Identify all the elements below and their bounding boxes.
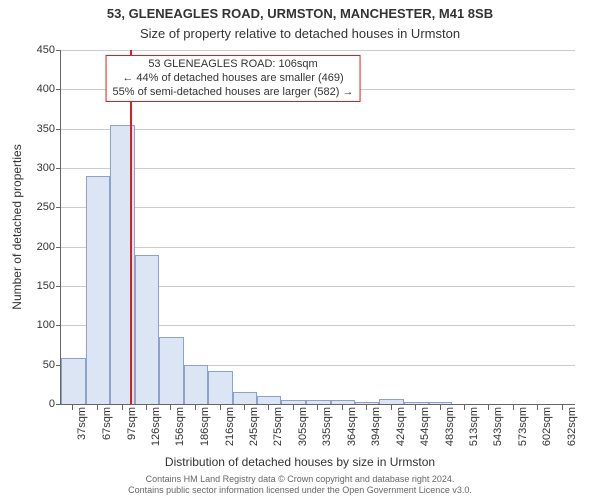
x-tick-label: 97sqm (126, 407, 138, 452)
histogram-bar (306, 400, 331, 404)
histogram-plot-area (60, 50, 575, 405)
x-tick-label: 305sqm (297, 407, 309, 452)
x-tick-mark (122, 405, 123, 410)
x-tick-mark (513, 405, 514, 410)
histogram-bar (331, 400, 355, 404)
histogram-bar (208, 371, 233, 404)
x-tick-mark (342, 405, 343, 410)
histogram-bar (379, 399, 404, 404)
histogram-bar (159, 337, 184, 404)
gridline (61, 168, 575, 169)
histogram-bar (257, 396, 282, 404)
gridline (61, 207, 575, 208)
histogram-bar (281, 400, 306, 404)
attribution-footer: Contains HM Land Registry data © Crown c… (0, 474, 600, 496)
y-tick-label: 0 (15, 398, 55, 410)
y-tick-label: 150 (15, 280, 55, 292)
y-tick-label: 100 (15, 319, 55, 331)
x-tick-label: 186sqm (199, 407, 211, 452)
gridline (61, 129, 575, 130)
x-tick-mark (488, 405, 489, 410)
x-tick-mark (72, 405, 73, 410)
x-tick-mark (220, 405, 221, 410)
callout-line-2: ← 44% of detached houses are smaller (46… (113, 72, 354, 86)
x-tick-label: 156sqm (174, 407, 186, 452)
x-tick-mark (97, 405, 98, 410)
page-title-subtitle: Size of property relative to detached ho… (0, 26, 600, 41)
x-tick-label: 364sqm (346, 407, 358, 452)
x-tick-mark (244, 405, 245, 410)
x-tick-label: 394sqm (370, 407, 382, 452)
x-tick-label: 602sqm (541, 407, 553, 452)
gridline (61, 247, 575, 248)
histogram-bar (355, 402, 380, 404)
x-tick-label: 632sqm (566, 407, 578, 452)
x-tick-mark (415, 405, 416, 410)
x-tick-label: 126sqm (150, 407, 162, 452)
x-tick-label: 245sqm (248, 407, 260, 452)
x-tick-label: 454sqm (419, 407, 431, 452)
x-tick-label: 573sqm (517, 407, 529, 452)
callout-box: 53 GLENEAGLES ROAD: 106sqm ← 44% of deta… (106, 55, 361, 102)
x-tick-label: 37sqm (76, 407, 88, 452)
x-tick-mark (464, 405, 465, 410)
x-tick-label: 216sqm (224, 407, 236, 452)
histogram-bar (135, 255, 159, 404)
x-tick-label: 543sqm (492, 407, 504, 452)
y-tick-label: 450 (15, 44, 55, 56)
page-title-address: 53, GLENEAGLES ROAD, URMSTON, MANCHESTER… (0, 6, 600, 21)
x-tick-mark (440, 405, 441, 410)
x-tick-mark (562, 405, 563, 410)
footer-line-1: Contains HM Land Registry data © Crown c… (0, 474, 600, 485)
y-tick-label: 350 (15, 123, 55, 135)
y-tick-label: 200 (15, 241, 55, 253)
x-tick-mark (537, 405, 538, 410)
x-tick-label: 513sqm (468, 407, 480, 452)
x-tick-mark (293, 405, 294, 410)
x-tick-label: 275sqm (272, 407, 284, 452)
y-tick-label: 50 (15, 359, 55, 371)
histogram-bar (184, 365, 209, 404)
chart-container: 53, GLENEAGLES ROAD, URMSTON, MANCHESTER… (0, 0, 600, 500)
x-tick-mark (170, 405, 171, 410)
histogram-bar (86, 176, 111, 404)
property-marker-line (130, 50, 132, 404)
callout-line-1: 53 GLENEAGLES ROAD: 106sqm (113, 58, 354, 72)
x-axis-label: Distribution of detached houses by size … (0, 455, 600, 469)
x-tick-mark (195, 405, 196, 410)
footer-line-2: Contains public sector information licen… (0, 485, 600, 496)
x-tick-label: 67sqm (101, 407, 113, 452)
x-tick-mark (268, 405, 269, 410)
x-tick-label: 483sqm (444, 407, 456, 452)
y-tick-label: 300 (15, 162, 55, 174)
x-tick-label: 335sqm (321, 407, 333, 452)
x-tick-mark (366, 405, 367, 410)
y-tick-label: 400 (15, 83, 55, 95)
histogram-bar (61, 358, 86, 404)
histogram-bar (233, 392, 257, 404)
histogram-bar (404, 402, 429, 404)
y-tick-label: 250 (15, 201, 55, 213)
gridline (61, 50, 575, 51)
x-tick-mark (317, 405, 318, 410)
x-tick-mark (391, 405, 392, 410)
histogram-bar (429, 402, 453, 404)
callout-line-3: 55% of semi-detached houses are larger (… (113, 86, 354, 100)
x-tick-mark (146, 405, 147, 410)
x-tick-label: 424sqm (395, 407, 407, 452)
